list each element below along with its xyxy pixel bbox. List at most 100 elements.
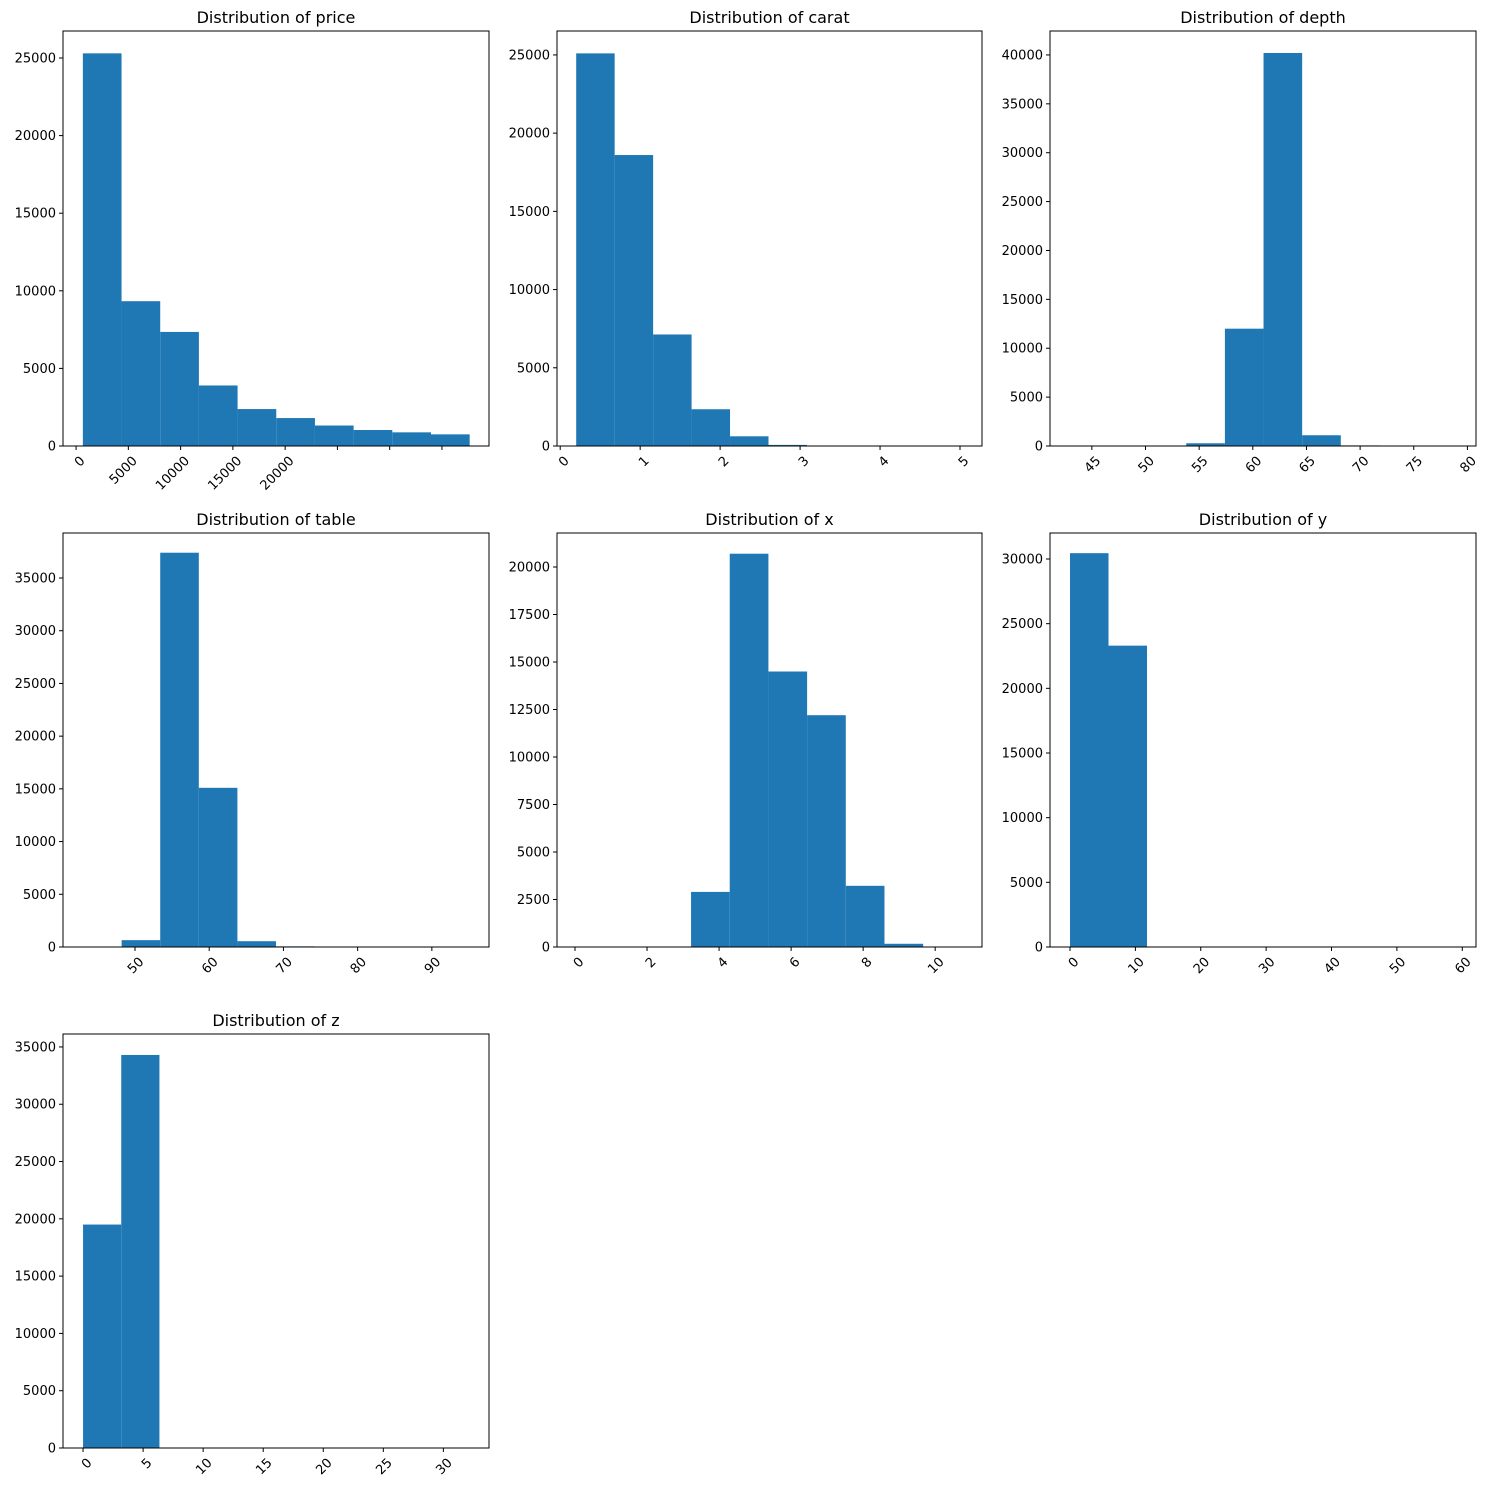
histogram-bar bbox=[315, 426, 354, 446]
y-tick-label: 25000 bbox=[15, 52, 56, 67]
y-tick-label: 10000 bbox=[15, 835, 56, 850]
histogram-bar bbox=[431, 434, 470, 446]
histogram-bar bbox=[238, 409, 277, 446]
y-tick-label: 15000 bbox=[1002, 746, 1043, 761]
y-tick-label: 5000 bbox=[23, 888, 56, 903]
histogram-bar bbox=[691, 892, 730, 947]
x-tick-label: 75 bbox=[1404, 454, 1426, 476]
y-tick-label: 20000 bbox=[1002, 682, 1043, 697]
chart-title: Distribution of depth bbox=[1180, 8, 1346, 27]
x-tick-label: 30 bbox=[1256, 955, 1278, 977]
x-tick-label: 70 bbox=[273, 955, 295, 977]
histogram-bar bbox=[730, 554, 769, 947]
x-tick-label: 15 bbox=[253, 1456, 275, 1478]
x-tick-label: 50 bbox=[1387, 955, 1409, 977]
y-tick-label: 0 bbox=[542, 440, 550, 455]
x-tick-label: 3 bbox=[796, 454, 812, 470]
y-tick-label: 25000 bbox=[509, 48, 550, 63]
histogram-bar bbox=[83, 1225, 121, 1448]
y-tick-label: 7500 bbox=[517, 798, 550, 813]
x-tick-label: 0 bbox=[571, 955, 587, 971]
histogram-bar bbox=[615, 155, 653, 446]
y-tick-label: 15000 bbox=[509, 656, 550, 671]
x-tick-label: 4 bbox=[876, 454, 892, 470]
x-tick-label: 5000 bbox=[107, 454, 141, 488]
histogram-bar bbox=[237, 941, 276, 947]
y-tick-label: 0 bbox=[542, 941, 550, 956]
histogram-bar bbox=[692, 409, 730, 446]
x-tick-label: 60 bbox=[1452, 955, 1474, 977]
y-tick-label: 10000 bbox=[15, 1327, 56, 1342]
y-tick-label: 30000 bbox=[15, 1098, 56, 1113]
subplot-price: Distribution of price0500010000150002000… bbox=[15, 8, 489, 494]
x-tick-label: 0 bbox=[1066, 955, 1082, 971]
y-tick-label: 5000 bbox=[23, 1384, 56, 1399]
x-tick-label: 90 bbox=[422, 955, 444, 977]
x-tick-label: 25 bbox=[373, 1456, 395, 1478]
x-tick-label: 0 bbox=[79, 1456, 95, 1472]
y-tick-label: 35000 bbox=[15, 1040, 56, 1055]
y-tick-label: 20000 bbox=[509, 561, 550, 576]
y-tick-label: 5000 bbox=[1010, 876, 1043, 891]
x-tick-label: 80 bbox=[348, 955, 370, 977]
y-tick-label: 10000 bbox=[509, 751, 550, 766]
y-tick-label: 20000 bbox=[15, 129, 56, 144]
histogram-bar bbox=[122, 940, 161, 947]
x-tick-label: 50 bbox=[125, 955, 147, 977]
y-tick-label: 15000 bbox=[509, 205, 550, 220]
subplot-carat: Distribution of carat0500010000150002000… bbox=[509, 8, 982, 470]
histogram-bar bbox=[846, 886, 885, 947]
chart-title: Distribution of z bbox=[212, 1011, 339, 1030]
x-tick-label: 2 bbox=[716, 454, 732, 470]
chart-title: Distribution of price bbox=[197, 8, 356, 27]
x-tick-label: 30 bbox=[433, 1456, 455, 1478]
y-tick-label: 0 bbox=[48, 941, 56, 956]
histogram-bar bbox=[730, 436, 768, 446]
x-tick-label: 8 bbox=[859, 955, 875, 971]
y-tick-label: 5000 bbox=[1010, 391, 1043, 406]
x-tick-label: 10 bbox=[193, 1456, 215, 1478]
y-tick-label: 17500 bbox=[509, 608, 550, 623]
y-tick-label: 15000 bbox=[15, 207, 56, 222]
y-tick-label: 0 bbox=[48, 1442, 56, 1457]
histogram-bar bbox=[199, 385, 238, 446]
y-tick-label: 40000 bbox=[1002, 48, 1043, 63]
x-tick-label: 20 bbox=[313, 1456, 335, 1478]
subplot-y: Distribution of y05000100001500020000250… bbox=[1002, 510, 1476, 977]
chart-title: Distribution of table bbox=[196, 510, 355, 529]
subplot-table: Distribution of table0500010000150002000… bbox=[15, 510, 489, 977]
x-tick-label: 10 bbox=[925, 955, 947, 977]
y-tick-label: 0 bbox=[48, 440, 56, 455]
y-tick-label: 5000 bbox=[517, 361, 550, 376]
histogram-bar bbox=[807, 715, 846, 947]
histogram-bar bbox=[160, 553, 199, 947]
y-tick-label: 20000 bbox=[1002, 244, 1043, 259]
histogram-bar bbox=[121, 1055, 159, 1448]
y-tick-label: 25000 bbox=[1002, 195, 1043, 210]
y-tick-label: 10000 bbox=[509, 283, 550, 298]
y-tick-label: 20000 bbox=[509, 127, 550, 142]
histogram-bar bbox=[160, 332, 199, 446]
x-tick-label: 55 bbox=[1189, 454, 1211, 476]
chart-title: Distribution of y bbox=[1199, 510, 1327, 529]
y-tick-label: 30000 bbox=[15, 624, 56, 639]
histogram-bar bbox=[1264, 53, 1303, 446]
histogram-bar bbox=[1225, 329, 1264, 446]
histogram-bar bbox=[653, 334, 691, 446]
y-tick-label: 20000 bbox=[15, 730, 56, 745]
x-tick-label: 5 bbox=[139, 1456, 155, 1472]
y-tick-label: 2500 bbox=[517, 893, 550, 908]
y-tick-label: 10000 bbox=[1002, 811, 1043, 826]
x-tick-label: 5 bbox=[956, 454, 972, 470]
x-tick-label: 1 bbox=[636, 454, 652, 470]
x-tick-label: 2 bbox=[643, 955, 659, 971]
x-tick-label: 10 bbox=[1125, 955, 1147, 977]
histogram-bar bbox=[576, 53, 614, 446]
histogram-bar bbox=[1109, 646, 1148, 947]
x-tick-label: 6 bbox=[787, 955, 803, 971]
y-tick-label: 5000 bbox=[517, 846, 550, 861]
y-tick-label: 25000 bbox=[15, 677, 56, 692]
histogram-bar bbox=[768, 672, 807, 947]
histogram-bar bbox=[122, 301, 161, 446]
